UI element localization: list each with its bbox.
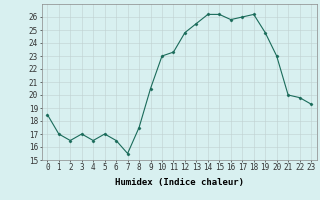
X-axis label: Humidex (Indice chaleur): Humidex (Indice chaleur): [115, 178, 244, 187]
